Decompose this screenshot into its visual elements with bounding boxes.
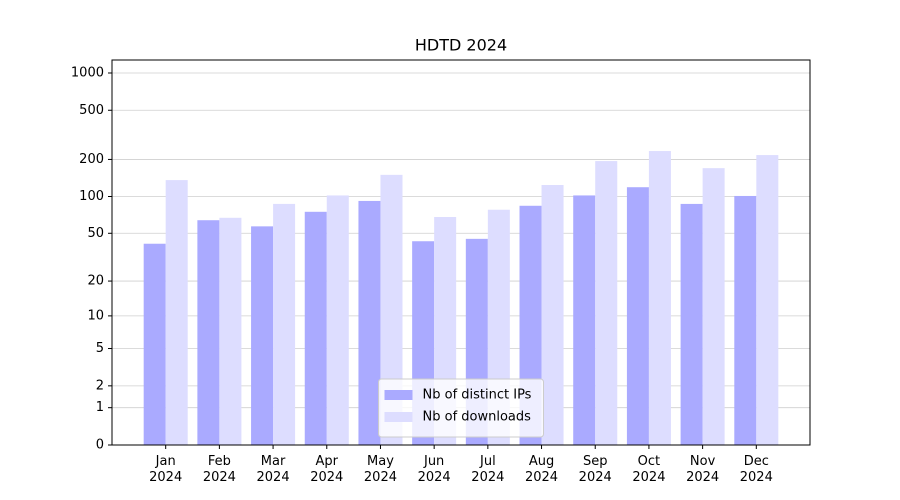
legend-label: Nb of distinct IPs [423, 388, 532, 403]
bar [680, 203, 703, 445]
bar [541, 185, 564, 445]
x-tick-label: Jan 2024 [149, 454, 182, 485]
legend-swatch [384, 412, 413, 422]
x-tick-label: Nov 2024 [686, 454, 719, 485]
y-tick-label: 10 [87, 308, 104, 323]
x-tick-label: Jun 2024 [418, 454, 451, 485]
y-tick-label: 50 [87, 226, 104, 241]
legend-swatch [384, 390, 413, 400]
bar [326, 195, 349, 445]
bar [573, 195, 596, 445]
chart-title: HDTD 2024 [415, 36, 507, 55]
bar [165, 180, 188, 445]
y-tick-label: 100 [79, 189, 104, 204]
y-tick-label: 200 [79, 152, 104, 167]
bar [219, 217, 242, 445]
bar [197, 220, 220, 445]
bar [380, 174, 403, 445]
bar [756, 155, 779, 446]
y-tick-label: 5 [96, 341, 104, 356]
plot-frame [111, 59, 811, 446]
x-tick-label: Jul 2024 [471, 454, 504, 485]
bar [273, 203, 296, 445]
y-tick-label: 500 [79, 103, 104, 118]
bar [304, 211, 327, 445]
bar [251, 226, 274, 445]
y-tick-label: 1 [96, 400, 104, 415]
x-tick-label: May 2024 [364, 454, 397, 485]
bar [702, 168, 725, 445]
x-tick-label: Mar 2024 [257, 454, 290, 485]
x-tick-label: Apr 2024 [310, 454, 343, 485]
bar [143, 243, 166, 445]
y-tick-label: 0 [96, 438, 104, 453]
y-tick-label: 20 [87, 274, 104, 289]
bar [626, 187, 649, 445]
x-tick-label: Sep 2024 [579, 454, 612, 485]
y-tick-label: 1000 [71, 65, 104, 80]
legend-box [378, 378, 544, 438]
x-tick-label: Dec 2024 [740, 454, 773, 485]
bar [595, 161, 618, 445]
x-tick-label: Oct 2024 [632, 454, 665, 485]
bar [358, 200, 381, 445]
x-tick-label: Feb 2024 [203, 454, 236, 485]
bar [648, 151, 671, 445]
bar [734, 195, 757, 445]
y-tick-label: 2 [96, 378, 104, 393]
legend-label: Nb of downloads [423, 410, 532, 425]
x-tick-label: Aug 2024 [525, 454, 558, 485]
